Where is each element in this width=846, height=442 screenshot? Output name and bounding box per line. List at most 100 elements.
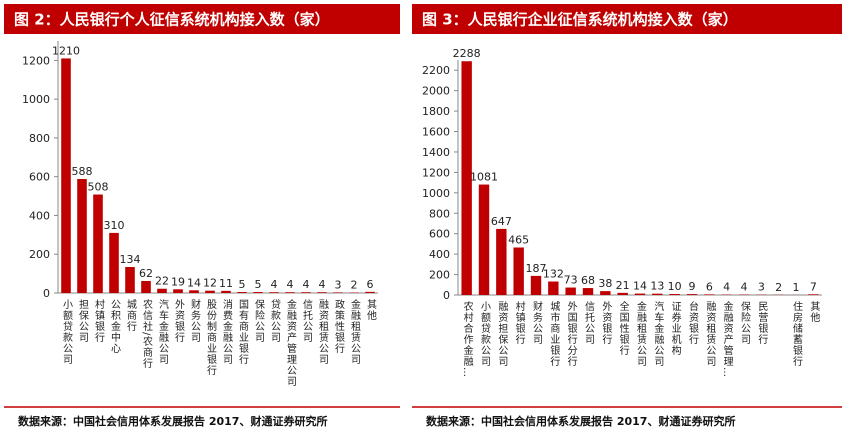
bar [548,281,559,295]
bar [530,275,542,295]
bar [704,294,715,295]
value-label: 68 [581,274,595,287]
value-label: 134 [120,253,141,266]
value-label: 6 [367,278,374,291]
x-tick-label: 民营银行 [756,301,768,345]
bar [269,292,279,293]
value-label: 1210 [52,44,80,57]
bar [61,58,71,294]
value-label: 310 [104,219,125,232]
bar [189,290,199,293]
value-label: 62 [139,267,153,280]
y-tick-label: 1000 [422,187,450,200]
value-label: 7 [810,280,817,293]
bar [253,292,263,293]
x-tick-label: 公积金中心 [109,299,121,354]
y-tick-label: 0 [43,287,50,300]
x-tick-label: 其他 [365,299,377,321]
value-label: 465 [508,233,529,246]
y-tick-label: 1800 [422,105,450,118]
value-label: 4 [271,278,278,291]
x-tick-label: 保险公司 [739,300,751,345]
x-tick-label: 汽车金融公司 [652,300,664,367]
value-label: 2 [775,281,782,294]
x-tick-label: 村镇银行 [93,298,105,343]
x-tick-label: 金融资产管理… [721,300,733,378]
y-tick-label: 1600 [422,126,450,139]
bar [173,289,183,293]
bar [600,291,611,295]
bar [496,228,507,295]
bar [565,287,576,295]
title-bar [4,4,400,34]
bar [157,288,167,293]
x-tick-label: 融资担保公司 [496,301,508,367]
bar [617,292,628,295]
bar [333,292,343,293]
y-tick-label: 2000 [422,85,450,98]
value-label: 14 [633,280,647,293]
value-label: 187 [526,262,547,275]
bar [686,294,698,295]
value-label: 19 [171,275,185,288]
y-tick-label: 600 [29,171,50,184]
y-tick-label: 2200 [422,64,450,77]
value-label: 6 [706,280,713,293]
bar [669,293,680,295]
bar [478,184,490,295]
bar [285,292,295,293]
bar [125,267,135,293]
bar [317,292,327,293]
x-tick-label: 外资银行 [600,301,612,345]
value-label: 132 [543,268,564,281]
title-bar [412,4,842,34]
x-tick-label: 证券业机构 [669,301,681,356]
bar [109,232,119,293]
x-tick-label: 台资银行 [687,300,699,345]
x-tick-label: 农信社/农商行 [141,298,153,370]
value-label: 5 [239,278,246,291]
x-tick-label: 全国性银行 [617,300,629,356]
x-tick-label: 外国银行分行 [565,301,577,367]
value-label: 3 [758,281,765,294]
y-tick-label: 400 [29,209,50,222]
bar [221,290,231,293]
x-tick-label: 融资租赁公司 [317,299,329,365]
source-note: 数据来源：中国社会信用体系发展报告 2017、财通证券研究所 [18,414,327,428]
x-tick-label: 财务公司 [531,300,543,345]
x-tick-label: 信托公司 [301,299,313,343]
value-label: 4 [723,281,730,294]
value-label: 2288 [453,47,481,60]
value-label: 21 [616,279,630,292]
y-tick-label: 200 [29,248,50,261]
y-tick-label: 400 [429,248,450,261]
y-tick-label: 200 [429,269,450,282]
bar [237,292,247,293]
value-label: 4 [319,278,326,291]
value-label: 11 [219,277,233,290]
x-tick-label: 金融租赁公司 [635,300,647,367]
x-tick-label: 股份制商业银行 [205,299,217,376]
value-label: 4 [303,278,310,291]
y-tick-label: 0 [443,289,450,302]
y-tick-label: 1000 [22,93,50,106]
x-tick-label: 贷款公司 [269,298,281,343]
value-label: 13 [650,280,664,293]
value-label: 1 [793,281,800,294]
value-label: 2 [351,279,358,292]
y-tick-label: 800 [29,132,50,145]
x-tick-label: 住房储蓄银行 [791,300,803,367]
x-tick-label: 农村合作金融… [461,300,473,378]
bar [461,61,472,295]
value-label: 10 [668,280,682,293]
value-label: 14 [187,276,201,289]
bar [301,292,311,293]
value-label: 1081 [470,171,498,184]
value-label: 38 [598,277,612,290]
x-tick-label: 小额贷款公司 [61,299,73,365]
y-tick-label: 1200 [422,166,450,179]
y-tick-label: 1400 [422,146,450,159]
y-tick-label: 800 [429,207,450,220]
bar [582,288,594,295]
